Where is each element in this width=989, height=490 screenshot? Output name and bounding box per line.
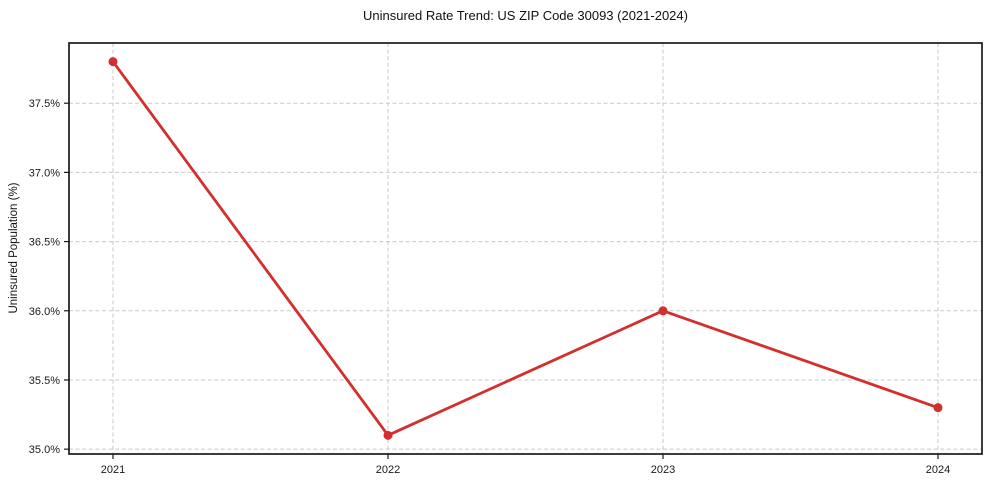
y-tick-label: 37.5%	[29, 98, 60, 110]
y-tick-label: 37.0%	[29, 167, 60, 179]
x-tick-label: 2021	[101, 464, 125, 476]
y-tick-label: 35.5%	[29, 375, 60, 387]
y-tick-label: 36.5%	[29, 237, 60, 249]
x-tick-label: 2024	[926, 464, 950, 476]
chart-title: Uninsured Rate Trend: US ZIP Code 30093 …	[363, 8, 688, 23]
trend-line	[111, 60, 940, 437]
plot-border	[68, 42, 983, 455]
data-point-2023	[658, 306, 668, 316]
x-tick-label: 2023	[651, 464, 675, 476]
x-tick-label: 2022	[376, 464, 400, 476]
data-point-2021	[108, 57, 118, 67]
y-tick-label: 35.0%	[29, 444, 60, 456]
data-point-2024	[933, 403, 943, 413]
data-point-2022	[383, 430, 393, 440]
y-tick-label: 36.0%	[29, 306, 60, 318]
